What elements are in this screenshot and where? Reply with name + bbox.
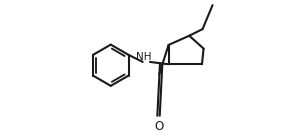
Text: NH: NH xyxy=(136,52,152,62)
Text: O: O xyxy=(154,120,163,133)
